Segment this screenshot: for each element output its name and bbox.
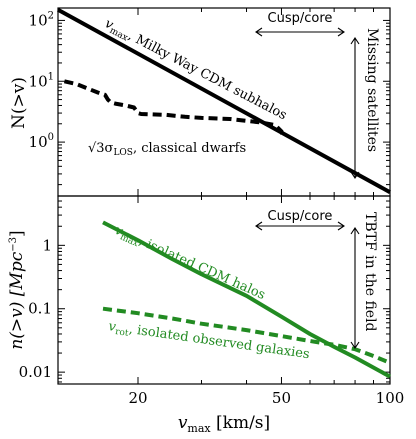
- bottom-y-tick-label: 0.01: [19, 363, 52, 381]
- top-y-axis-label: N(>v): [9, 77, 29, 129]
- top-missing-satellites-label: Missing satellites: [364, 28, 380, 152]
- bottom-series-line-1: [102, 220, 391, 379]
- bottom-tbtf-arrowhead-down: [350, 341, 360, 349]
- x-tick-label: 50: [272, 389, 291, 407]
- top-panel: 100 101 102 N(>v) vmax, Milky Way CDM subh…: [9, 7, 391, 197]
- bottom-series-group: [102, 220, 391, 379]
- top-missing-satellites-arrowhead-down: [350, 171, 360, 179]
- bottom-tbtf-label: TBTF in the field: [362, 212, 378, 332]
- top-series-group: [57, 7, 391, 194]
- bottom-cusp-core-arrowhead-right: [337, 221, 345, 231]
- bottom-cusp-core-annotation: Cusp/core: [255, 209, 345, 231]
- bottom-y-tick-label: 0.1: [28, 300, 52, 318]
- bottom-tbtf-arrowhead-up: [350, 227, 360, 235]
- top-series-label-dwarfs: √3σLOS, classical dwarfs: [88, 141, 246, 158]
- bottom-y-axis-label: n(>v) [Mpc−3]: [7, 230, 27, 349]
- top-axis-ticks: 100 101 102: [29, 8, 391, 196]
- bottom-axis-ticks: 0.01 0.1 1 20 50 100: [19, 195, 405, 407]
- bottom-cusp-core-arrowhead-left: [255, 221, 263, 231]
- top-cusp-core-arrowhead-right: [337, 27, 345, 37]
- top-series-label-subhalos: vmax, Milky Way CDM subhalos: [101, 16, 289, 125]
- top-y-tick-label: 101: [29, 71, 54, 90]
- top-y-tick-label: 102: [29, 10, 54, 29]
- bottom-series-line-2: [102, 306, 391, 365]
- top-missing-satellites-annotation: Missing satellites: [350, 28, 380, 179]
- bottom-tbtf-annotation: TBTF in the field: [350, 212, 378, 349]
- bottom-y-tick-label: 1: [42, 236, 52, 254]
- bottom-panel: 0.01 0.1 1 20 50 100 n(>v) [Mpc−3] vmax [km/s…: [7, 195, 405, 435]
- top-cusp-core-annotation: Cusp/core: [255, 11, 345, 37]
- top-series-line-2: [63, 79, 285, 138]
- bottom-cusp-core-label: Cusp/core: [268, 209, 333, 224]
- x-axis-label: vmax [km/s]: [178, 413, 270, 435]
- bottom-series-label-cdm-halos: vmax, isolated CDM halos: [112, 223, 268, 305]
- top-series-line-1: [57, 7, 391, 194]
- x-tick-label: 20: [128, 389, 147, 407]
- top-missing-satellites-arrowhead-up: [350, 37, 360, 45]
- top-cusp-core-arrowhead-left: [255, 27, 263, 37]
- top-y-tick-label: 100: [29, 132, 54, 151]
- top-cusp-core-label: Cusp/core: [268, 11, 333, 26]
- bottom-series-label-observed: vrot, isolated observed galaxies: [107, 319, 310, 364]
- x-tick-label: 100: [376, 389, 405, 407]
